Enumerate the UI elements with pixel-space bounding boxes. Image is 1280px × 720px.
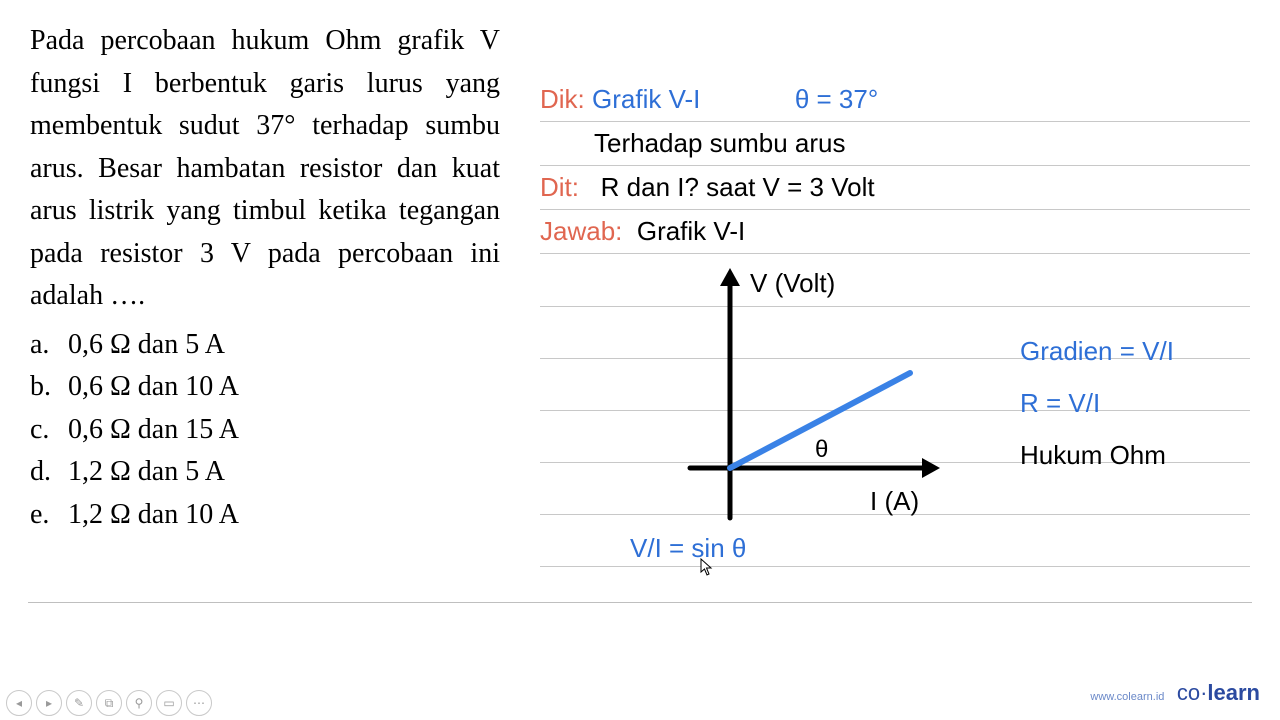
equation-label: V/I = sin θ bbox=[630, 533, 746, 564]
option-e: e. 1,2 Ω dan 10 A bbox=[30, 494, 500, 537]
option-c: c. 0,6 Ω dan 15 A bbox=[30, 409, 500, 452]
option-letter: c. bbox=[30, 409, 54, 452]
dit-row: Dit: R dan I? saat V = 3 Volt bbox=[540, 166, 1250, 210]
option-a: a. 0,6 Ω dan 5 A bbox=[30, 324, 500, 367]
option-text: 1,2 Ω dan 10 A bbox=[68, 494, 239, 537]
player-controls: ◂ ▸ ✎ ⧉ ⚲ ▭ ⋯ bbox=[6, 690, 212, 716]
dik-row: Dik: Grafik V-I θ = 37° bbox=[540, 78, 1250, 122]
jawab-value: Grafik V-I bbox=[637, 216, 745, 246]
brand: www.colearn.id co·learn bbox=[1090, 680, 1260, 706]
edit-button[interactable]: ✎ bbox=[66, 690, 92, 716]
brand-bold: learn bbox=[1207, 680, 1260, 705]
jawab-label: Jawab: bbox=[540, 216, 622, 246]
dit-label: Dit: bbox=[540, 172, 579, 202]
theta-value: θ = 37° bbox=[795, 84, 878, 114]
option-text: 0,6 Ω dan 15 A bbox=[68, 409, 239, 452]
option-letter: e. bbox=[30, 494, 54, 537]
annotation-r: R = V/I bbox=[1020, 388, 1100, 419]
option-b: b. 0,6 Ω dan 10 A bbox=[30, 366, 500, 409]
dit-value: R dan I? saat V = 3 Volt bbox=[601, 172, 875, 202]
option-text: 0,6 Ω dan 10 A bbox=[68, 366, 239, 409]
angle-label: θ bbox=[815, 436, 828, 464]
brand-logo: co·learn bbox=[1177, 680, 1260, 705]
dik-row-2: Terhadap sumbu arus bbox=[540, 122, 1250, 166]
question-text: Pada percobaan hukum Ohm grafik V fungsi… bbox=[30, 20, 500, 318]
next-button[interactable]: ▸ bbox=[36, 690, 62, 716]
option-text: 0,6 Ω dan 5 A bbox=[68, 324, 225, 367]
prev-button[interactable]: ◂ bbox=[6, 690, 32, 716]
option-d: d. 1,2 Ω dan 5 A bbox=[30, 451, 500, 494]
divider bbox=[28, 602, 1252, 603]
dik-label: Dik: bbox=[540, 84, 585, 114]
copy-button[interactable]: ⧉ bbox=[96, 690, 122, 716]
zoom-button[interactable]: ⚲ bbox=[126, 690, 152, 716]
annotation-gradien: Gradien = V/I bbox=[1020, 336, 1174, 367]
y-axis-label: V (Volt) bbox=[750, 268, 835, 299]
x-axis-label: I (A) bbox=[870, 486, 919, 517]
vi-chart: V (Volt) θ I (A) V/I = sin θ Gradien = V… bbox=[540, 258, 1250, 558]
options-list: a. 0,6 Ω dan 5 A b. 0,6 Ω dan 10 A c. 0,… bbox=[30, 324, 500, 537]
brand-prefix: co· bbox=[1177, 680, 1208, 705]
option-letter: d. bbox=[30, 451, 54, 494]
option-letter: a. bbox=[30, 324, 54, 367]
brand-url: www.colearn.id bbox=[1090, 691, 1164, 703]
option-text: 1,2 Ω dan 5 A bbox=[68, 451, 225, 494]
jawab-row: Jawab: Grafik V-I bbox=[540, 210, 1250, 254]
more-button[interactable]: ⋯ bbox=[186, 690, 212, 716]
screen-button[interactable]: ▭ bbox=[156, 690, 182, 716]
dik-value: Grafik V-I bbox=[592, 84, 700, 114]
option-letter: b. bbox=[30, 366, 54, 409]
annotation-ohm: Hukum Ohm bbox=[1020, 440, 1166, 471]
dik-line2: Terhadap sumbu arus bbox=[594, 128, 845, 158]
